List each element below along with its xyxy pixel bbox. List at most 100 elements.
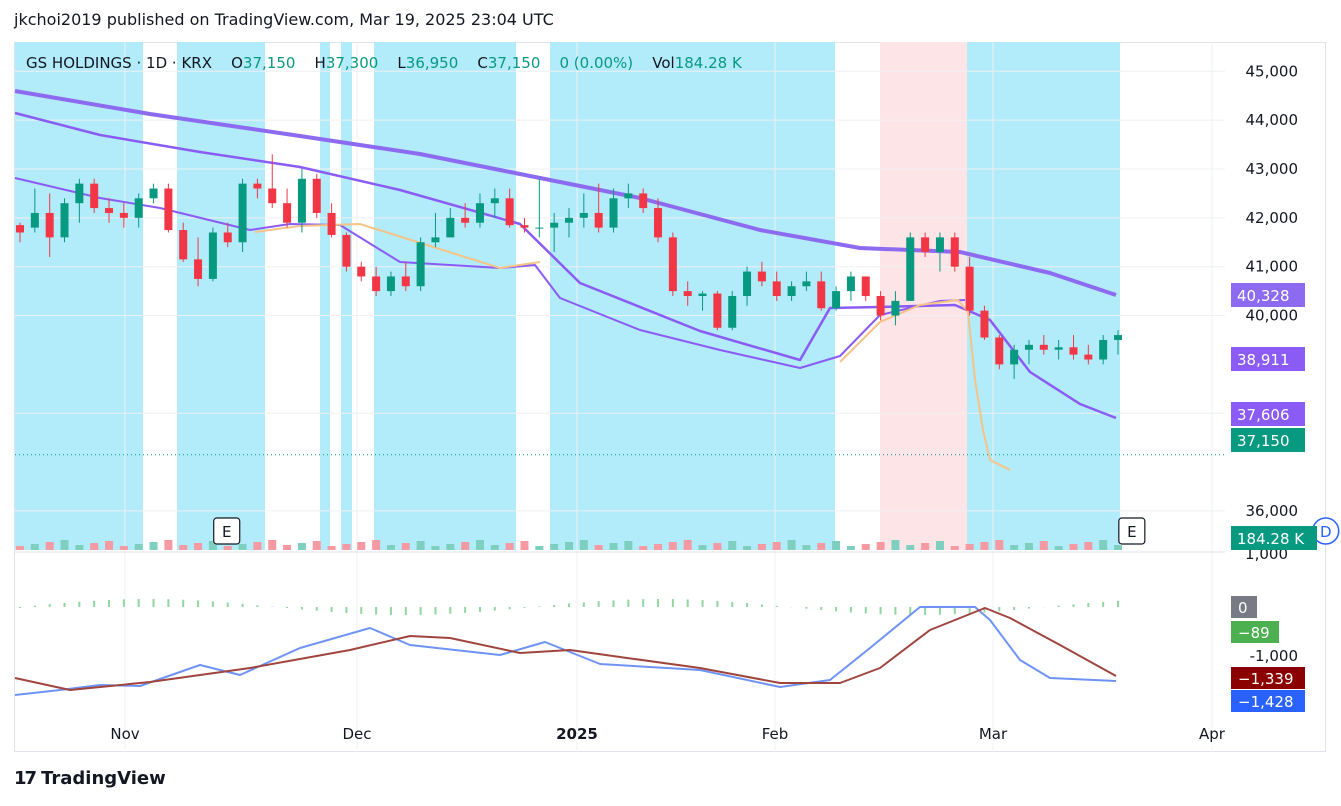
macd-histogram-bar [434,607,437,615]
macd-histogram-bar [671,599,674,607]
signal-line [14,607,1117,691]
candle-body [223,232,232,243]
candle-body [90,183,99,209]
price-badge [1231,428,1305,452]
macd-histogram-bar [93,600,96,607]
candle-body [935,237,944,253]
macd-histogram-bar [924,607,927,615]
macd-histogram-bar [612,600,615,607]
candle-body [668,237,677,292]
volume-bar [401,543,410,550]
brand-name: TradingView [41,768,166,789]
session-band [177,42,265,550]
macd-histogram-bar [1027,607,1030,609]
macd-histogram-bar [478,607,481,612]
volume-bar [846,546,855,550]
macd-histogram-bar [701,600,704,607]
macd-histogram-bar [968,607,971,614]
volume-bar [1054,546,1063,550]
macd-histogram-bar [345,607,348,614]
volume-bar [30,544,39,550]
candle-body [431,237,440,243]
macd-histogram-bar [879,607,882,615]
earnings-marker [1118,517,1146,545]
candle-body [832,291,841,309]
volume-bar [668,542,677,550]
price-tick-label: 41,000 [1246,258,1299,276]
macd-histogram-bar [760,604,763,607]
macd-histogram-bar [1013,607,1016,611]
time-tick-label: Apr [1199,725,1226,743]
volume-bar [208,541,217,550]
candle-body [565,217,573,223]
macd-histogram-bar [241,603,244,607]
macd-tick-label: -1,000 [1250,647,1298,665]
price-badge-text: 37,150 [1237,432,1290,450]
macd-badge [1231,667,1305,689]
macd-histogram-bar [849,607,852,613]
macd-histogram-bar [731,601,734,607]
candle-body [921,237,930,253]
volume-bar [861,544,870,550]
volume-bar [624,541,633,550]
vol-value: 184.28 K [674,54,742,72]
volume-bar [461,542,470,550]
volume-bar [194,543,203,550]
volume-bar [223,546,232,550]
time-tick-label: 2025 [556,725,598,743]
candle-body [980,310,989,338]
earnings-marker-text: E [222,523,231,541]
macd-histogram-bar [835,607,838,612]
low-value: 36,950 [405,54,459,72]
ma-orange-line-2 [839,299,1011,471]
candle-body [16,225,24,233]
candle-body [386,276,395,292]
session-band [15,42,143,550]
volume-bar [817,543,826,550]
volume-bar [119,546,128,550]
volume-bar [787,540,796,550]
volume-bar [772,542,781,550]
candle-body [802,281,811,287]
volume-bar [253,542,262,550]
macd-histogram-bar [553,604,556,607]
candle-body [1069,347,1078,355]
ma-mid-line [14,111,1117,420]
price-badge-text: 38,911 [1237,351,1290,369]
candle-body [535,227,544,229]
macd-histogram-bar [582,602,585,607]
macd-histogram-bar [167,599,170,607]
volume-bar [16,546,24,550]
volume-bar [268,540,277,550]
price-tick-label: 45,000 [1246,62,1299,80]
price-tick-label: 40,000 [1246,307,1299,325]
symbol-name[interactable]: GS HOLDINGS [26,54,132,72]
macd-histogram-bar [493,607,496,611]
macd-histogram-bar [597,601,600,607]
candle-body [772,281,781,296]
macd-histogram-bar [1117,600,1119,607]
session-band [967,42,1120,550]
candle-body [357,266,366,277]
interval[interactable]: 1D [146,54,168,72]
candle-body [579,212,588,218]
macd-histogram-bar [746,603,749,607]
macd-histogram-bar [805,607,808,609]
volume-bar [386,545,395,550]
macd-histogram-bar [523,607,526,608]
volume-bar [609,543,618,550]
price-badge [1231,526,1317,550]
macd-histogram-bar [1072,604,1075,607]
candle-body [179,230,188,260]
volume-bar [342,544,351,550]
tradingview-logo[interactable]: 17 TradingView [14,768,166,789]
macd-histogram-bar [211,601,214,607]
macd-histogram-bar [775,605,778,607]
candle-body [728,296,737,328]
macd-histogram-bar [360,607,363,614]
macd-histogram-bar [404,607,407,615]
volume-bar [164,540,173,550]
macd-histogram-bar [538,606,541,607]
macd-histogram-bar [642,599,645,607]
